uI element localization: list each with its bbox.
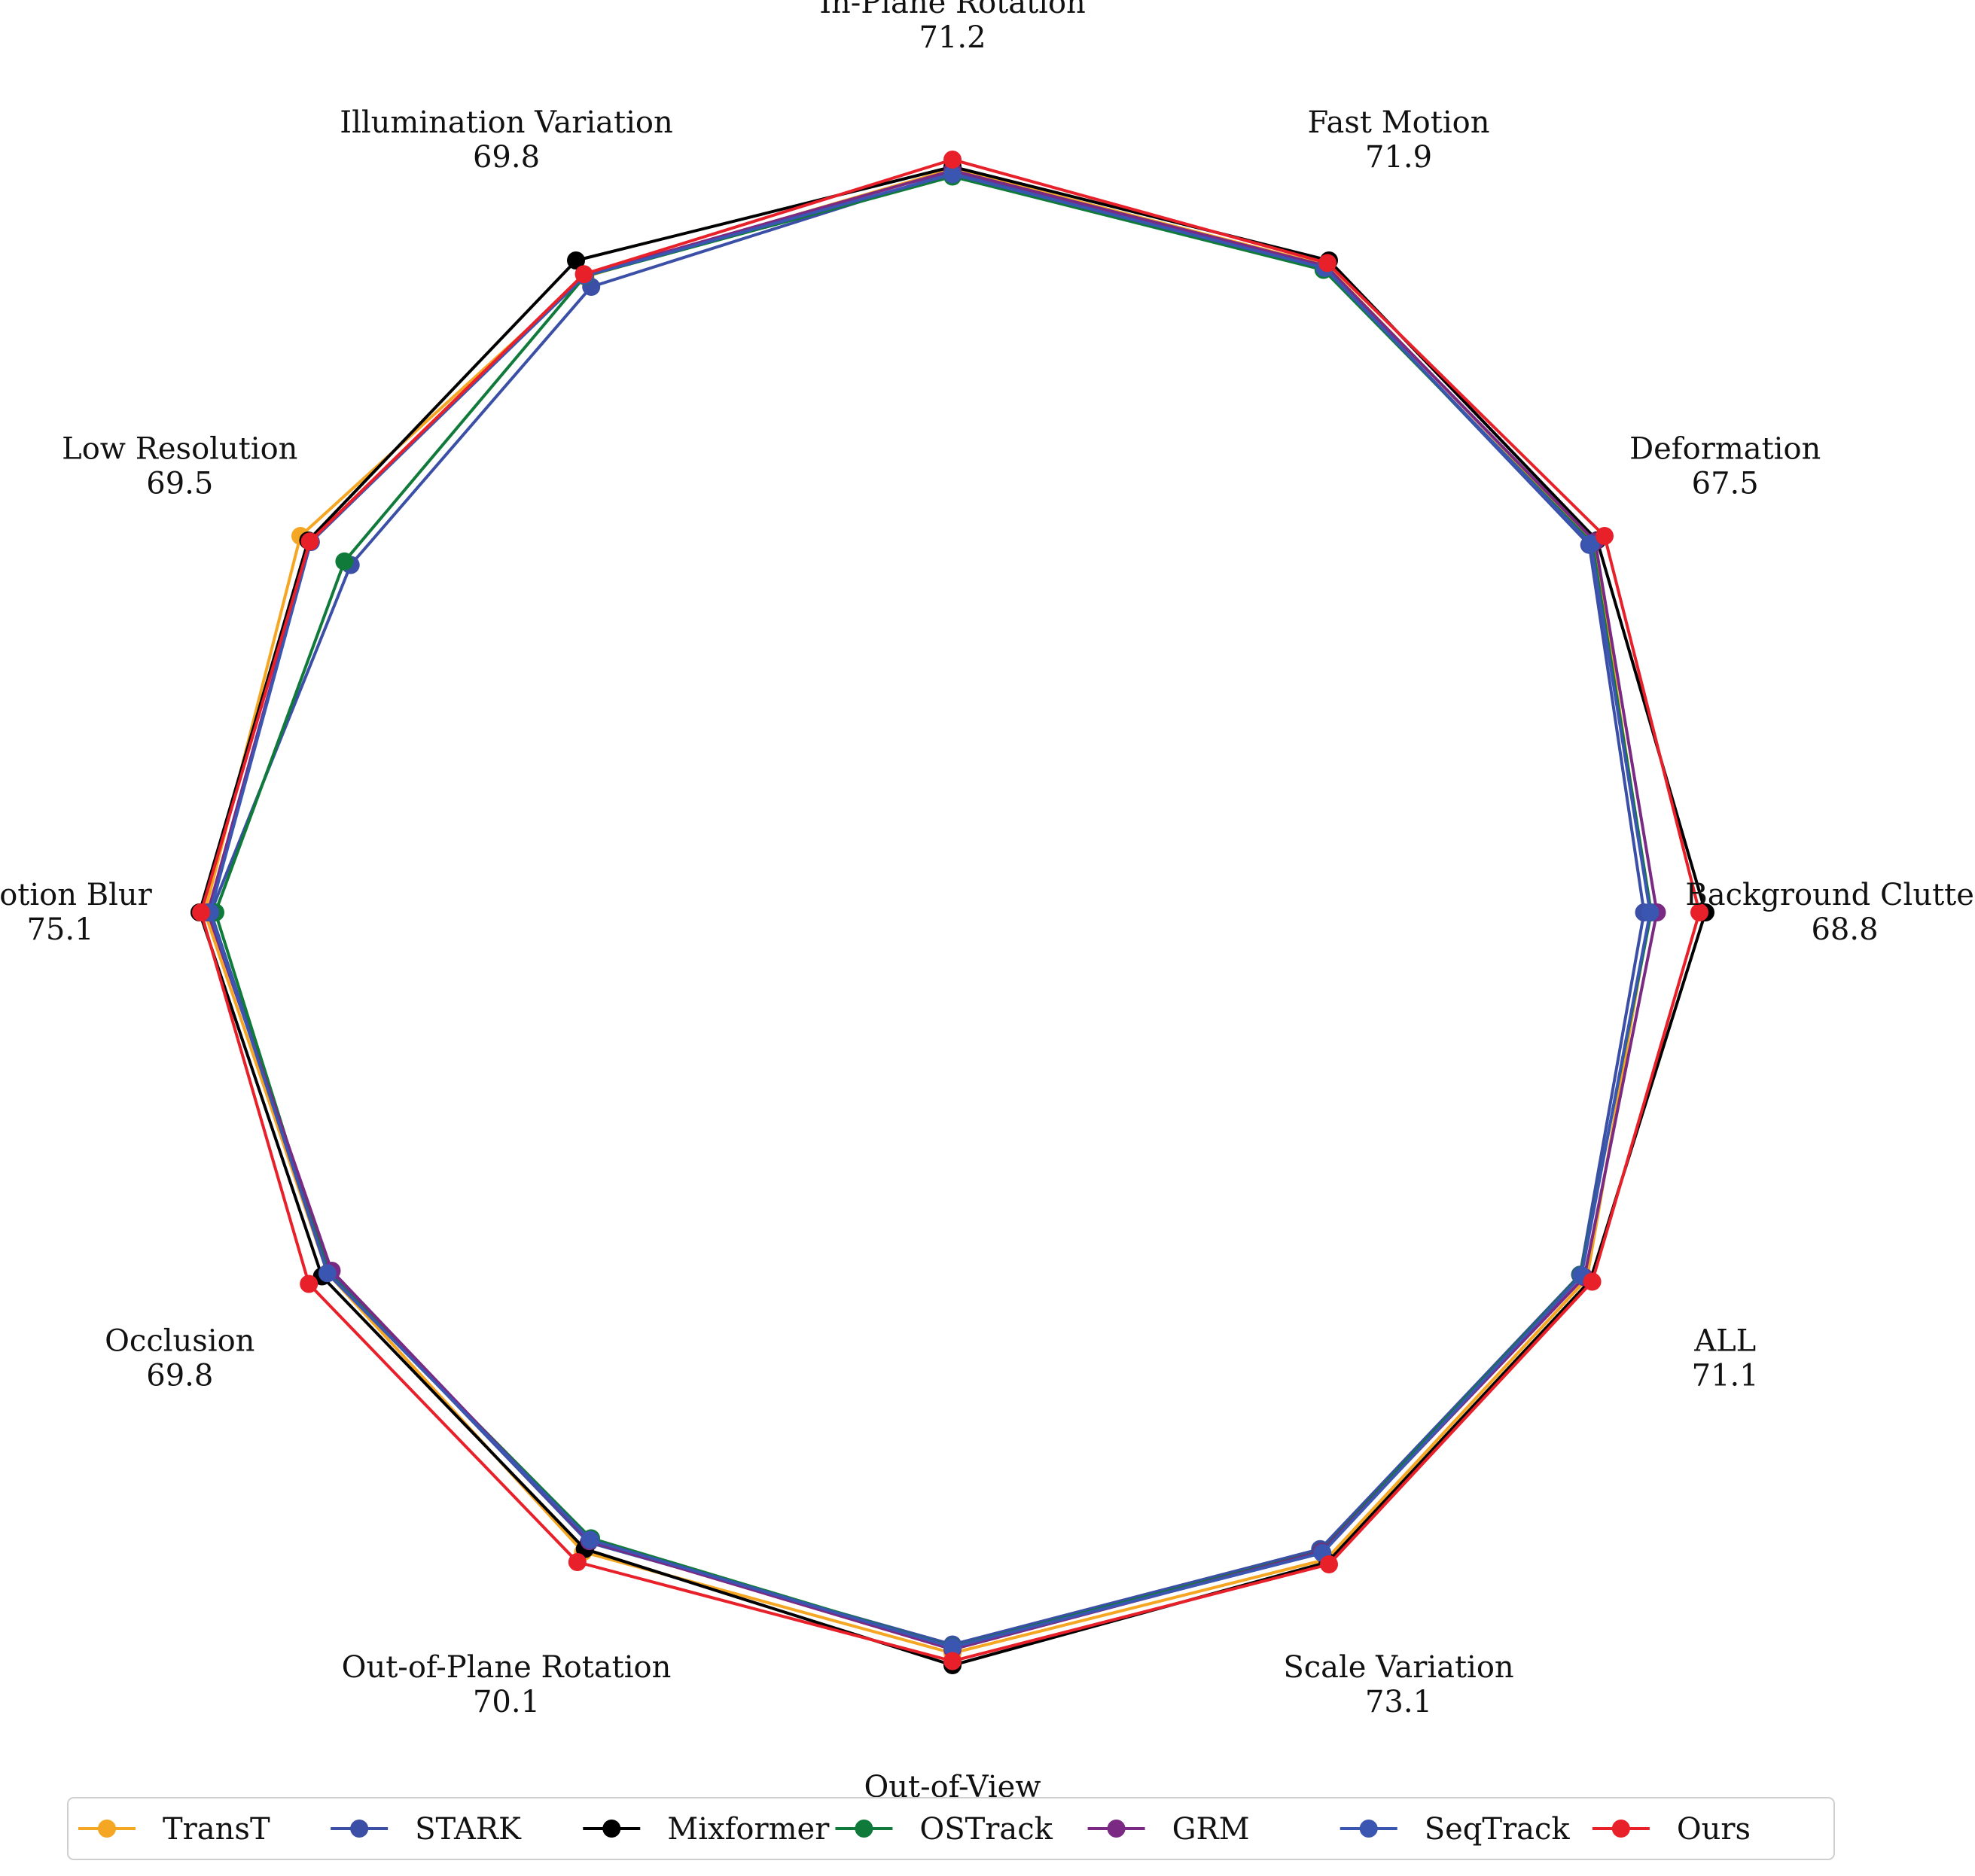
- legend-label-ostrack: OSTrack: [919, 1812, 1053, 1847]
- point-ours-in-plane-rotation: [943, 151, 962, 169]
- legend-frame: [67, 1797, 1835, 1860]
- point-ours-background-clutters: [1690, 903, 1708, 921]
- axis-value-deformation: 67.5: [1692, 467, 1759, 501]
- axis-label-all: ALL: [1693, 1324, 1756, 1359]
- axis-label-deformation: Deformation: [1629, 432, 1821, 467]
- legend-marker-mixformer: [602, 1820, 621, 1838]
- axis-label-illumination-variation: Illumination Variation: [340, 105, 672, 140]
- axis-label-background-clutters: Background Clutters: [1685, 878, 1975, 912]
- point-ours-illumination-variation: [575, 265, 593, 284]
- point-ours-fast-motion: [1318, 254, 1336, 273]
- series-ours: [192, 151, 1708, 1670]
- point-ostrack-low-resolution: [335, 552, 354, 571]
- point-ours-all: [1583, 1272, 1602, 1291]
- legend-marker-transt: [98, 1820, 116, 1838]
- legend-marker-stark: [350, 1820, 369, 1838]
- legend-label-transt: TransT: [163, 1812, 270, 1847]
- legend-marker-ostrack: [855, 1820, 873, 1838]
- series-line-stark: [209, 171, 1646, 1646]
- axis-value-background-clutters: 68.8: [1811, 912, 1878, 947]
- axis-value-scale-variation: 73.1: [1365, 1685, 1432, 1719]
- point-seqtrack-in-plane-rotation: [943, 165, 962, 184]
- legend-item-ostrack: OSTrack: [835, 1812, 1053, 1847]
- point-ours-low-resolution: [300, 532, 319, 551]
- legend-item-stark: STARK: [331, 1812, 522, 1847]
- axis-value-out-of-plane-rotation: 70.1: [473, 1685, 540, 1719]
- axis-value-illumination-variation: 69.8: [473, 140, 540, 175]
- axis-label-fast-motion: Fast Motion: [1308, 105, 1490, 140]
- point-ours-deformation: [1596, 527, 1614, 545]
- axis-value-low-resolution: 69.5: [146, 467, 213, 501]
- series-seqtrack: [201, 165, 1660, 1656]
- point-seqtrack-deformation: [1581, 534, 1600, 553]
- point-ours-out-of-view: [943, 1652, 962, 1670]
- legend-marker-grm: [1107, 1820, 1126, 1838]
- axis-label-occlusion: Occlusion: [105, 1324, 254, 1359]
- axis-value-fast-motion: 71.9: [1365, 140, 1432, 175]
- legend-item-grm: GRM: [1087, 1812, 1250, 1847]
- legend-item-seqtrack: SeqTrack: [1340, 1812, 1571, 1847]
- legend-label-ours: Ours: [1677, 1812, 1751, 1847]
- point-seqtrack-occlusion: [318, 1264, 337, 1283]
- legend-item-mixformer: Mixformer: [583, 1812, 830, 1847]
- axis-value-all: 71.1: [1692, 1359, 1759, 1393]
- point-seqtrack-out-of-plane-rotation: [581, 1530, 599, 1549]
- series-line-mixformer: [198, 165, 1707, 1667]
- axis-label-motion-blur: Motion Blur: [0, 878, 153, 912]
- axis-label-in-plane-rotation: In-Plane Rotation: [819, 0, 1086, 20]
- legend-label-seqtrack: SeqTrack: [1425, 1812, 1571, 1847]
- point-seqtrack-out-of-view: [943, 1638, 962, 1656]
- legend-label-grm: GRM: [1172, 1812, 1250, 1847]
- point-seqtrack-background-clutters: [1641, 903, 1660, 921]
- axis-label-scale-variation: Scale Variation: [1283, 1650, 1513, 1685]
- legend-item-ours: Ours: [1592, 1812, 1751, 1847]
- legend: TransT STARK Mixformer OSTrack GRM SeqTrack Ou…: [67, 1797, 1835, 1860]
- point-mixformer-illumination-variation: [567, 251, 585, 270]
- legend-marker-ours: [1611, 1820, 1630, 1838]
- legend-label-stark: STARK: [415, 1812, 522, 1847]
- axis-value-occlusion: 69.8: [146, 1359, 213, 1393]
- point-ours-occlusion: [300, 1275, 318, 1293]
- point-ours-scale-variation: [1320, 1555, 1338, 1573]
- legend-marker-seqtrack: [1359, 1820, 1378, 1838]
- series-line-ours: [200, 158, 1701, 1663]
- point-ours-out-of-plane-rotation: [568, 1553, 587, 1571]
- series-layer: [190, 151, 1714, 1674]
- axis-label-low-resolution: Low Resolution: [62, 432, 297, 467]
- legend-item-transt: TransT: [78, 1812, 270, 1847]
- axis-value-motion-blur: 75.1: [26, 912, 93, 947]
- series-mixformer: [190, 157, 1714, 1674]
- point-ours-motion-blur: [192, 903, 210, 921]
- series-line-seqtrack: [209, 172, 1652, 1649]
- axis-value-in-plane-rotation: 71.2: [919, 20, 986, 55]
- legend-label-mixformer: Mixformer: [667, 1812, 830, 1847]
- axis-label-out-of-plane-rotation: Out-of-Plane Rotation: [342, 1650, 672, 1685]
